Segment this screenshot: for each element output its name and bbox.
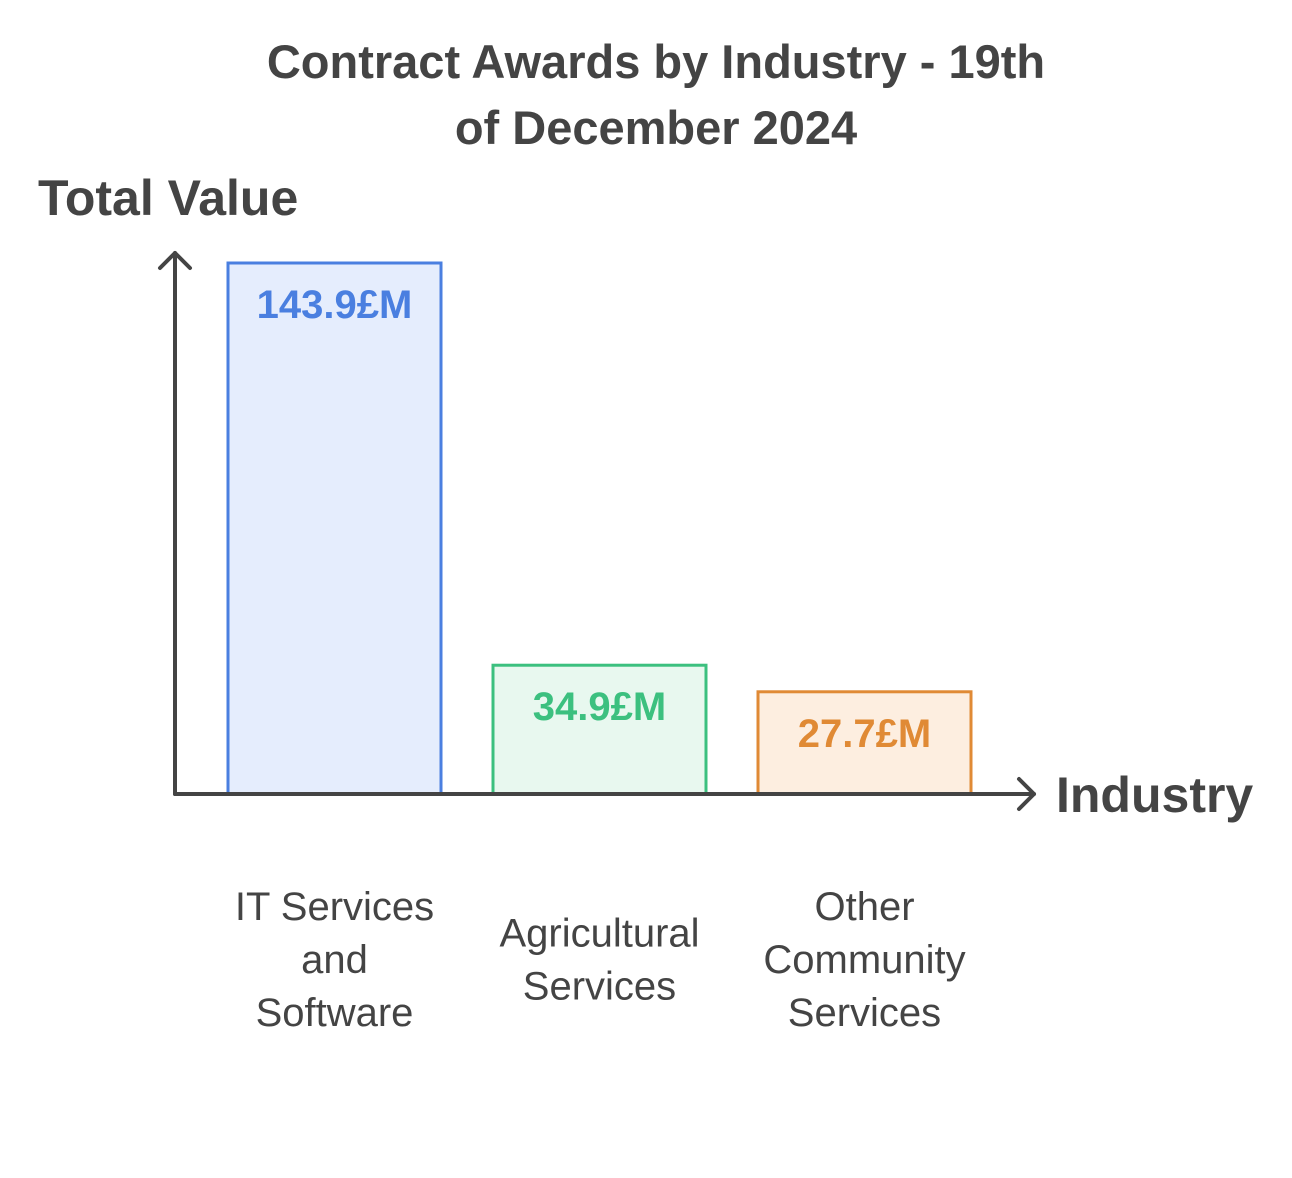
category-label-2-line-1: Community (763, 938, 965, 982)
bar-2 (756, 690, 973, 796)
category-label-2-line-2: Services (788, 991, 941, 1035)
chart-title-line-1: Contract Awards by Industry - 19th (267, 35, 1045, 88)
value-labels-group: 143.9£M 34.9£M 27.7£M (257, 283, 932, 756)
category-labels-group: IT Services and Software Agricultural Servic… (235, 885, 966, 1035)
bar-1 (491, 663, 708, 796)
bars-group (226, 261, 973, 796)
category-label-2-line-0: Other (814, 885, 914, 929)
chart-title-line-2: of December 2024 (455, 101, 857, 154)
x-axis-arrow (1017, 777, 1036, 811)
category-label-0-line-0: IT Services (235, 885, 434, 929)
category-label-1-line-0: Agricultural (499, 912, 699, 956)
x-axis-title: Industry (1056, 767, 1253, 823)
category-label-0-line-1: and (301, 938, 368, 982)
value-label-2: 27.7£M (798, 712, 931, 756)
category-label-0-line-2: Software (256, 991, 414, 1035)
value-label-1: 34.9£M (533, 685, 666, 729)
value-label-0: 143.9£M (257, 283, 413, 327)
category-label-1-line-1: Services (523, 965, 676, 1009)
y-axis-arrow (158, 251, 192, 270)
bar-0 (226, 261, 443, 796)
y-axis-title: Total Value (38, 170, 298, 226)
